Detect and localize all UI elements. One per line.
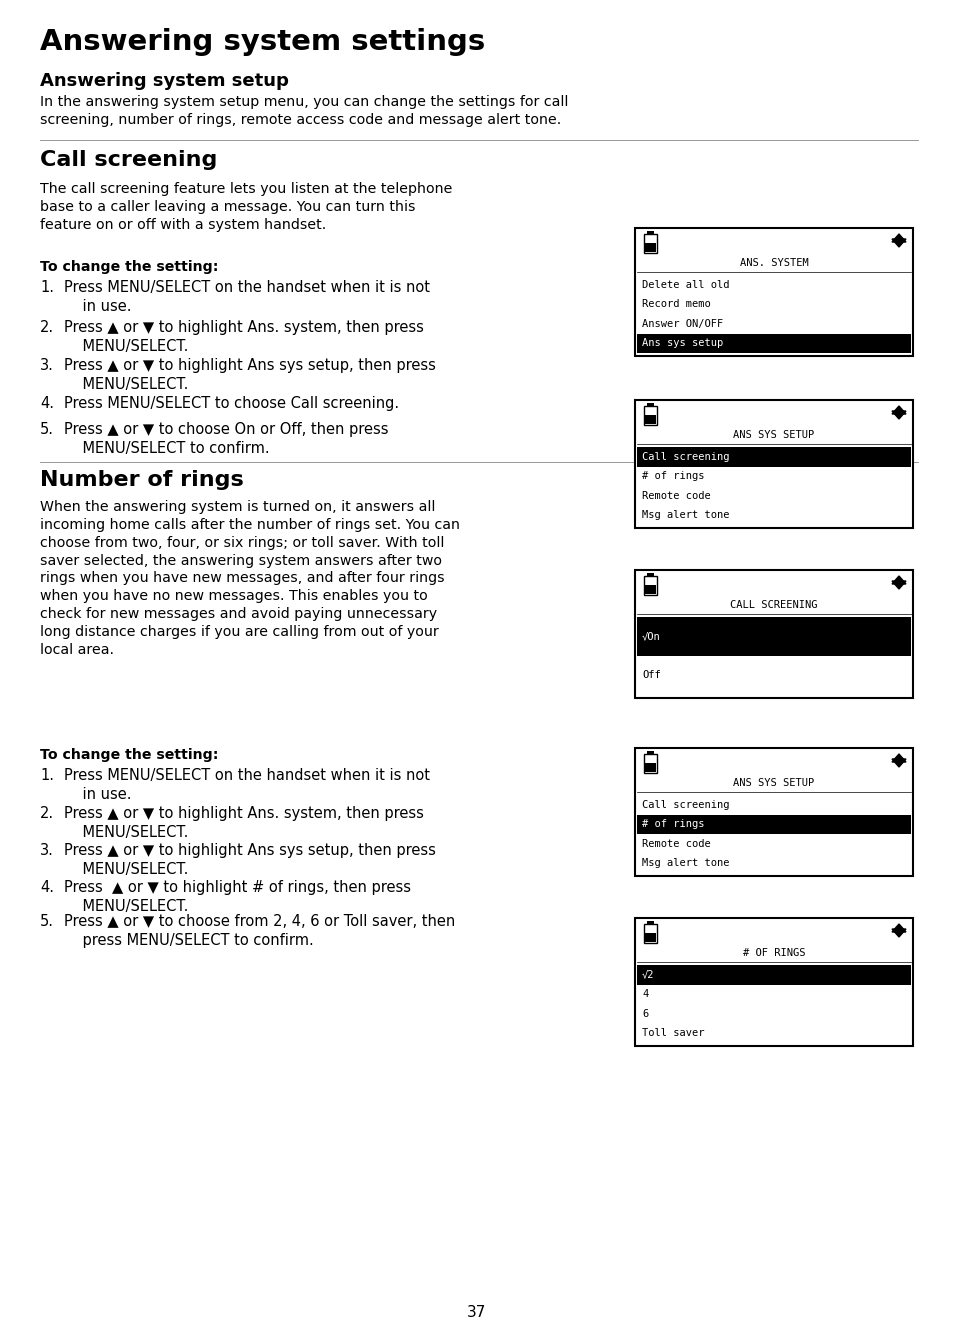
Text: # of rings: # of rings	[641, 819, 703, 830]
Text: Press ▲ or ▼ to choose On or Off, then press
    MENU/SELECT to confirm.: Press ▲ or ▼ to choose On or Off, then p…	[64, 422, 388, 456]
Bar	[643, 754, 657, 774]
Text: Number of rings: Number of rings	[40, 470, 244, 490]
Bar	[643, 406, 657, 425]
Bar	[637, 617, 910, 656]
Text: 4: 4	[641, 989, 648, 999]
Text: # OF RINGS: # OF RINGS	[742, 949, 804, 958]
Text: √2: √2	[641, 970, 654, 979]
Text: Answering system settings: Answering system settings	[40, 28, 485, 56]
Text: ANS SYS SETUP: ANS SYS SETUP	[733, 430, 814, 440]
Text: 1.: 1.	[40, 768, 54, 783]
Bar	[643, 925, 657, 943]
Text: Remote code: Remote code	[641, 490, 710, 501]
Text: ANS SYS SETUP: ANS SYS SETUP	[733, 778, 814, 788]
Bar	[644, 243, 656, 253]
Text: 3.: 3.	[40, 358, 53, 373]
Polygon shape	[891, 239, 905, 247]
Text: 6: 6	[641, 1009, 648, 1019]
Text: In the answering system setup menu, you can change the settings for call
screeni: In the answering system setup menu, you …	[40, 95, 568, 127]
Bar	[646, 231, 654, 234]
Text: Call screening: Call screening	[641, 452, 729, 462]
Text: To change the setting:: To change the setting:	[40, 261, 218, 274]
Text: 3.: 3.	[40, 843, 53, 858]
Bar	[637, 965, 910, 985]
Text: When the answering system is turned on, it answers all
incoming home calls after: When the answering system is turned on, …	[40, 500, 459, 657]
Polygon shape	[891, 929, 905, 937]
Bar	[646, 573, 654, 576]
Polygon shape	[891, 576, 905, 584]
Text: CALL SCREENING: CALL SCREENING	[729, 600, 817, 611]
Bar	[644, 933, 656, 942]
Bar	[635, 918, 912, 1046]
Text: Toll saver: Toll saver	[641, 1029, 703, 1038]
Text: Msg alert tone: Msg alert tone	[641, 510, 729, 520]
Text: Press MENU/SELECT on the handset when it is not
    in use.: Press MENU/SELECT on the handset when it…	[64, 768, 430, 802]
Bar	[635, 228, 912, 355]
Polygon shape	[891, 754, 905, 762]
Text: Answer ON/OFF: Answer ON/OFF	[641, 319, 722, 329]
Bar	[646, 751, 654, 754]
Bar	[635, 570, 912, 697]
Bar	[644, 585, 656, 595]
Text: To change the setting:: To change the setting:	[40, 748, 218, 762]
Bar	[637, 334, 910, 353]
Text: √On: √On	[641, 632, 660, 641]
Bar	[643, 576, 657, 595]
Text: Remote code: Remote code	[641, 839, 710, 848]
Text: Ans sys setup: Ans sys setup	[641, 338, 722, 349]
Bar	[637, 815, 910, 834]
Polygon shape	[891, 234, 905, 242]
Polygon shape	[891, 759, 905, 767]
Text: # of rings: # of rings	[641, 472, 703, 481]
Bar	[644, 763, 656, 772]
Text: Off: Off	[641, 671, 660, 680]
Text: Delete all old: Delete all old	[641, 279, 729, 290]
Text: 1.: 1.	[40, 281, 54, 295]
Text: ANS. SYSTEM: ANS. SYSTEM	[739, 258, 807, 269]
Text: 2.: 2.	[40, 321, 54, 335]
Text: 4.: 4.	[40, 395, 54, 411]
Text: Record memo: Record memo	[641, 299, 710, 309]
Bar	[644, 415, 656, 424]
Text: Press MENU/SELECT on the handset when it is not
    in use.: Press MENU/SELECT on the handset when it…	[64, 281, 430, 314]
Bar	[635, 399, 912, 528]
Text: Call screening: Call screening	[40, 150, 217, 170]
Text: The call screening feature lets you listen at the telephone
base to a caller lea: The call screening feature lets you list…	[40, 182, 452, 231]
Text: Answering system setup: Answering system setup	[40, 72, 289, 90]
Polygon shape	[891, 411, 905, 420]
Text: 37: 37	[467, 1305, 486, 1320]
Polygon shape	[891, 406, 905, 414]
Text: 4.: 4.	[40, 880, 54, 895]
Polygon shape	[891, 581, 905, 589]
Text: 2.: 2.	[40, 806, 54, 822]
Text: 5.: 5.	[40, 914, 54, 929]
Text: Press MENU/SELECT to choose Call screening.: Press MENU/SELECT to choose Call screeni…	[64, 395, 398, 411]
Text: Press ▲ or ▼ to highlight Ans sys setup, then press
    MENU/SELECT.: Press ▲ or ▼ to highlight Ans sys setup,…	[64, 358, 436, 393]
Text: Press ▲ or ▼ to highlight Ans sys setup, then press
    MENU/SELECT.: Press ▲ or ▼ to highlight Ans sys setup,…	[64, 843, 436, 878]
Polygon shape	[891, 925, 905, 933]
Text: Press ▲ or ▼ to choose from 2, 4, 6 or Toll saver, then
    press MENU/SELECT to: Press ▲ or ▼ to choose from 2, 4, 6 or T…	[64, 914, 455, 949]
Text: Press ▲ or ▼ to highlight Ans. system, then press
    MENU/SELECT.: Press ▲ or ▼ to highlight Ans. system, t…	[64, 806, 423, 840]
Text: Msg alert tone: Msg alert tone	[641, 858, 729, 868]
Bar	[643, 234, 657, 253]
Text: Press  ▲ or ▼ to highlight # of rings, then press
    MENU/SELECT.: Press ▲ or ▼ to highlight # of rings, th…	[64, 880, 411, 914]
Bar	[646, 403, 654, 406]
Bar	[646, 921, 654, 925]
Text: 5.: 5.	[40, 422, 54, 437]
Text: Call screening: Call screening	[641, 800, 729, 810]
Bar	[635, 748, 912, 876]
Text: Press ▲ or ▼ to highlight Ans. system, then press
    MENU/SELECT.: Press ▲ or ▼ to highlight Ans. system, t…	[64, 321, 423, 354]
Bar	[637, 448, 910, 466]
